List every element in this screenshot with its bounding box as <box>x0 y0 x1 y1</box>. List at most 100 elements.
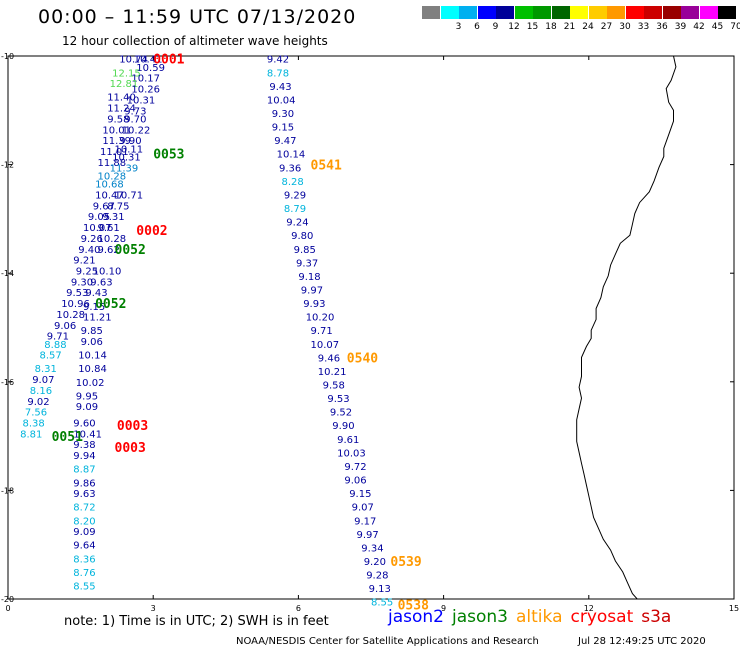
wave-height-value: 8.79 <box>284 204 306 215</box>
pass-labels: 0001 0053 0541 0002 0052 0052 0540 0003 0003 0051… <box>52 53 429 614</box>
wave-height-value: 10.07 <box>311 340 340 351</box>
wave-height-value: 8.55 <box>371 598 393 609</box>
wave-height-value: 9.64 <box>73 541 95 552</box>
wave-height-value: 9.53 <box>327 394 349 405</box>
wave-height-value: 9.67 <box>93 201 115 212</box>
y-tick-label: -18 <box>1 486 14 495</box>
wave-height-value: 9.05 <box>88 212 110 223</box>
wave-height-value: 10.11 <box>115 144 144 155</box>
wave-height-value: 9.15 <box>83 302 105 313</box>
wave-height-value: 10.10 <box>93 267 122 278</box>
wave-height-value: 9.73 <box>124 106 146 117</box>
wave-height-value: 8.20 <box>73 516 95 527</box>
wave-height-value: 8.81 <box>20 429 42 440</box>
wave-height-value: 9.86 <box>73 478 95 489</box>
pass-time-label: 0051 <box>52 430 83 445</box>
legend-swatch <box>570 6 588 19</box>
wave-height-value: 11.24 <box>107 104 136 115</box>
wave-height-value: 9.09 <box>76 402 98 413</box>
legend-label: 36 <box>656 22 668 32</box>
wave-height-value: 9.58 <box>323 381 345 392</box>
wave-height-value: 10.22 <box>122 125 151 136</box>
wave-height-value: 9.90 <box>332 421 354 432</box>
wave-height-value: 9.06 <box>54 321 76 332</box>
wave-height-value: 10.01 <box>102 125 131 136</box>
wave-height-value: 8.16 <box>30 386 52 397</box>
wave-height-value: 12.15 <box>112 68 141 79</box>
wave-height-value: 10.96 <box>61 299 90 310</box>
legend-swatch <box>588 6 607 19</box>
track-a-measurements: 10.7410.4110.5912.1510.1712.8110.2611.40… <box>20 55 165 593</box>
wave-height-value: 10.59 <box>136 63 165 74</box>
wave-height-value: 10.03 <box>337 448 366 459</box>
y-tick-label: -14 <box>1 269 14 278</box>
legend-swatch <box>440 6 459 19</box>
pass-time-label: 0053 <box>153 148 184 163</box>
wave-height-value: 10.17 <box>131 74 160 85</box>
wave-height-value: 8.72 <box>73 503 95 514</box>
wave-height-value: 10.14 <box>277 150 306 161</box>
legend-swatch <box>514 6 533 19</box>
wave-height-value: 10.28 <box>56 310 85 321</box>
wave-height-value: 10.26 <box>131 85 160 96</box>
wave-height-value: 10.04 <box>267 95 296 106</box>
wave-height-value: 9.21 <box>73 256 95 267</box>
pass-time-label: 0002 <box>136 224 167 239</box>
credit-line: NOAA/NESDIS Center for Satellite Applica… <box>236 636 539 647</box>
pass-time-label: 0541 <box>311 159 342 174</box>
wave-height-value: 9.52 <box>330 408 352 419</box>
pass-time-label: 0003 <box>115 441 146 456</box>
wave-height-value: 9.60 <box>73 419 95 430</box>
wave-height-value: 9.95 <box>76 391 98 402</box>
wave-height-value: 10.68 <box>95 180 124 191</box>
footer-note: note: 1) Time is in UTC; 2) SWH is in fe… <box>64 614 329 629</box>
x-tick-label: 6 <box>296 604 301 613</box>
wave-height-value: 8.28 <box>282 177 304 188</box>
wave-height-value: 9.31 <box>102 212 124 223</box>
legend-label: 70 <box>730 22 740 32</box>
wave-height-value: 10.20 <box>306 313 335 324</box>
wave-height-value: 11.21 <box>83 313 112 324</box>
pass-time-label: 0003 <box>117 419 148 434</box>
wave-height-value: 8.75 <box>107 201 129 212</box>
wave-height-value: 11.88 <box>98 158 127 169</box>
wave-height-value: 9.40 <box>78 245 100 256</box>
satellite-altika: altika <box>516 607 563 627</box>
wave-height-value: 10.31 <box>112 153 141 164</box>
wave-height-value: 9.09 <box>73 527 95 538</box>
legend-swatch <box>496 6 514 19</box>
wave-height-value: 9.13 <box>369 584 391 595</box>
legend-label: 15 <box>526 22 539 32</box>
legend-label: 21 <box>563 22 576 32</box>
wave-height-value: 10.84 <box>78 364 107 375</box>
wave-height-value: 9.97 <box>301 286 323 297</box>
satellite-legend: jason2 jason3 altika cryosat s3a <box>388 607 679 627</box>
legend-label: 27 <box>600 22 613 32</box>
wave-height-value: 9.94 <box>73 451 95 462</box>
wave-height-value: 9.47 <box>274 136 296 147</box>
satellite-cryosat: cryosat <box>570 607 634 627</box>
wave-height-value: 9.34 <box>361 543 383 554</box>
satellite-jason3: jason3 <box>452 607 508 627</box>
wave-height-value: 9.63 <box>73 489 95 500</box>
wave-height-value: 10.41 <box>73 429 102 440</box>
legend-label: 45 <box>711 22 724 32</box>
wave-height-value: 12.81 <box>110 79 139 90</box>
wave-height-value: 8.88 <box>44 340 66 351</box>
x-tick-label: 15 <box>729 604 739 613</box>
track-b-measurements: 9.42 8.78 9.43 10.04 9.30 9.15 9.47 10.14 9.36 8.… <box>267 55 393 609</box>
wave-height-value: 8.57 <box>40 351 62 362</box>
wave-height-value: 10.21 <box>318 367 347 378</box>
wave-height-value: 11.01 <box>100 147 129 158</box>
wave-height-value: 9.36 <box>279 163 301 174</box>
y-tick-label: -20 <box>1 595 14 604</box>
wave-height-value: 9.06 <box>81 337 103 348</box>
wave-height-value: 9.80 <box>291 231 313 242</box>
wave-height-value: 8.36 <box>73 554 95 565</box>
wave-height-value: 9.06 <box>344 476 366 487</box>
wave-height-value: 9.72 <box>344 462 366 473</box>
wave-height-value: 9.71 <box>311 326 333 337</box>
pass-time-label: 0001 <box>153 53 184 68</box>
legend-swatch <box>477 6 496 19</box>
